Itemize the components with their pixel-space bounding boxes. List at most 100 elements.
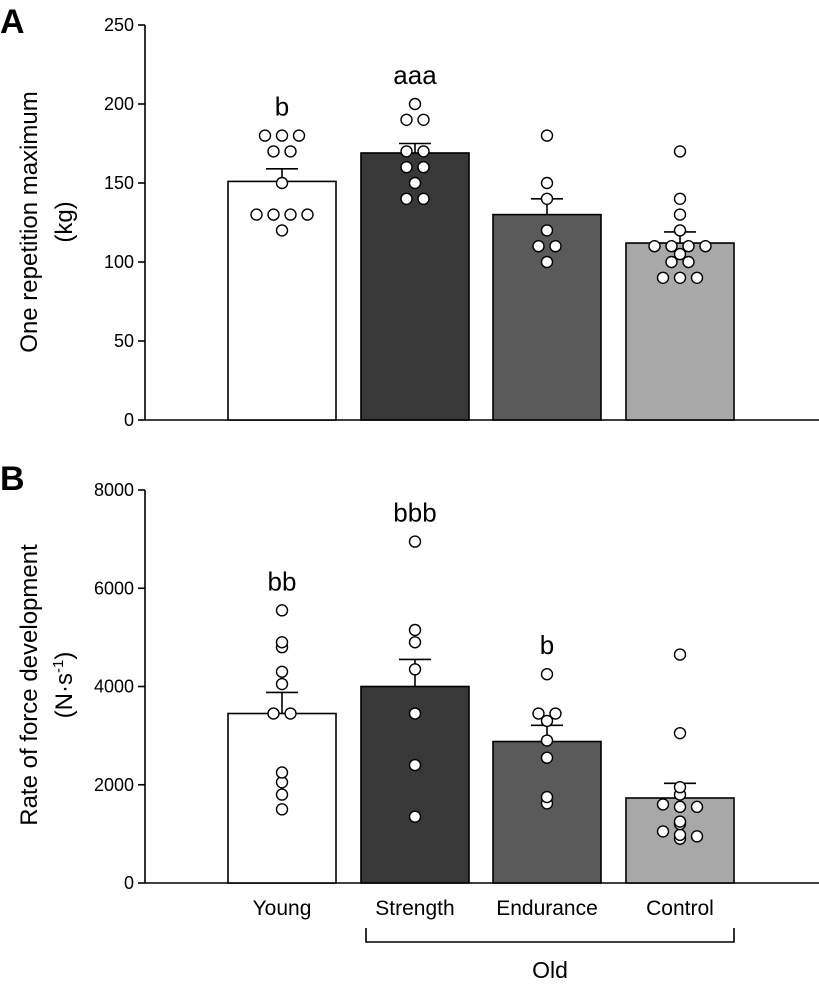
panel-b-point-control	[673, 726, 687, 740]
panel-b-point-control	[673, 781, 687, 794]
panel-a-point-young	[267, 145, 280, 158]
panel-a-ylabel: One repetition maximum	[16, 91, 43, 352]
panel-a-point-control	[673, 192, 687, 206]
panel-a-bar-control	[625, 242, 735, 421]
panel-a-point-control	[682, 255, 695, 269]
panel-b-point-control	[673, 815, 687, 828]
panel-a-point-control	[673, 208, 687, 221]
category-label-endurance: Endurance	[496, 897, 598, 920]
panel-a-point-control	[665, 239, 678, 253]
panel-a-point-young	[301, 208, 314, 221]
panel-a-point-endurance	[540, 176, 554, 190]
panel-b-point-young	[275, 803, 289, 816]
old-bracket	[365, 928, 735, 943]
panel-a-point-endurance	[549, 239, 562, 253]
panel-b-point-strength	[408, 663, 422, 676]
panel-b-ytick-label: 6000	[94, 578, 134, 598]
panel-b-point-endurance	[549, 707, 562, 720]
panel-b-significance-strength: bbb	[393, 498, 436, 528]
panel-a-point-endurance	[540, 255, 554, 269]
panel-a-point-young	[284, 145, 297, 158]
panel-a-ytick-label: 50	[114, 331, 134, 351]
panel-b-point-endurance	[540, 734, 554, 747]
panel-a-bar-strength	[360, 152, 470, 421]
panel-a-significance-strength: aaa	[393, 60, 437, 90]
panel-b-point-young	[275, 604, 289, 617]
panel-b-point-young	[275, 788, 289, 801]
panel-b-point-strength	[408, 758, 422, 772]
panel-b-ytick-label: 2000	[94, 775, 134, 795]
panel-a-point-young	[284, 208, 297, 221]
panel-b-point-strength	[408, 535, 422, 548]
panel-a-point-control	[673, 271, 687, 284]
panel-a-ytick-label: 200	[104, 94, 134, 114]
panel-a-ytick-label: 150	[104, 173, 134, 193]
panel-a-point-young	[275, 224, 289, 237]
panel-b-ylabel: Rate of force development	[16, 544, 43, 826]
panel-b-point-control	[673, 828, 687, 842]
panel-a-point-strength	[400, 192, 413, 206]
panel-a-point-control	[673, 247, 687, 261]
panel-a-ytick-label: 250	[104, 15, 134, 35]
panel-b-point-endurance	[540, 668, 554, 681]
panel-b-point-young	[275, 677, 289, 691]
panel-a-point-strength	[408, 97, 422, 111]
panel-b-significance-endurance: b	[540, 630, 554, 660]
panel-b-significance-young: bb	[268, 566, 297, 596]
panel-a-point-strength	[417, 145, 430, 158]
panel-b-ytick-label: 4000	[94, 677, 134, 697]
old-bracket-label: Old	[532, 957, 568, 983]
panel-b-point-strength	[408, 623, 422, 637]
panel-a-point-strength	[417, 160, 430, 174]
panel-b-point-control	[690, 800, 704, 814]
category-label-young: Young	[253, 897, 312, 920]
panel-b-ytick-label: 8000	[94, 480, 134, 500]
panel-a-point-young	[292, 129, 306, 142]
panel-a: A One repetition maximum (kg) 0 50 100 150 2…	[0, 3, 819, 430]
panel-a-ytick-label: 100	[104, 252, 134, 272]
panel-b-ytick-label: 0	[124, 873, 134, 893]
panel-b-point-endurance	[540, 714, 554, 728]
panel-a-point-endurance	[532, 239, 545, 253]
panel-a-point-young	[267, 208, 280, 221]
panel-a-significance-young: b	[275, 92, 289, 122]
panel-b-bar-endurance	[492, 740, 602, 884]
panel-b-point-young	[284, 707, 297, 720]
panel-a-point-strength	[417, 113, 430, 127]
panel-b-point-young	[275, 636, 289, 649]
panel-b-point-young	[275, 665, 289, 678]
panel-a-point-endurance	[540, 192, 554, 206]
panel-a-point-control	[673, 145, 687, 158]
category-label-strength: Strength	[375, 897, 454, 920]
panel-b-point-strength	[408, 707, 422, 720]
panel-b-letter: B	[0, 460, 25, 498]
panel-b-ylabel-unit-close: )	[51, 652, 78, 660]
panel-b-point-strength	[408, 810, 422, 823]
panel-a-point-control	[673, 224, 687, 237]
panel-a-point-control	[665, 255, 678, 269]
panel-b-point-strength	[408, 636, 422, 649]
panel-a-point-control	[699, 239, 712, 253]
panel-a-point-young	[275, 176, 289, 190]
panel-b-point-endurance	[532, 707, 545, 720]
panel-a-point-control	[682, 239, 695, 253]
panel-b-point-control	[656, 825, 670, 838]
panel-a-point-strength	[417, 192, 430, 206]
category-label-control: Control	[646, 897, 714, 920]
panel-a-point-strength	[400, 160, 413, 174]
panel-a-ylabel-unit: (kg)	[51, 201, 78, 242]
panel-b-point-young	[267, 707, 280, 720]
panel-a-point-control	[690, 271, 704, 284]
panel-a-point-endurance	[540, 224, 554, 237]
panel-b-point-control	[673, 648, 687, 661]
panel-b: B Rate of force development (N·s-1) 0 200…	[0, 460, 819, 893]
panel-a-bar-endurance	[492, 213, 602, 421]
panel-a-point-strength	[408, 176, 422, 190]
panel-b-point-young	[275, 766, 289, 779]
panel-a-letter: A	[0, 3, 25, 41]
panel-a-point-young	[258, 129, 272, 142]
panel-a-ytick-label: 0	[124, 410, 134, 430]
x-axis-labels: Old Young Strength Endurance Control	[253, 897, 735, 983]
panel-b-point-control	[673, 800, 687, 814]
